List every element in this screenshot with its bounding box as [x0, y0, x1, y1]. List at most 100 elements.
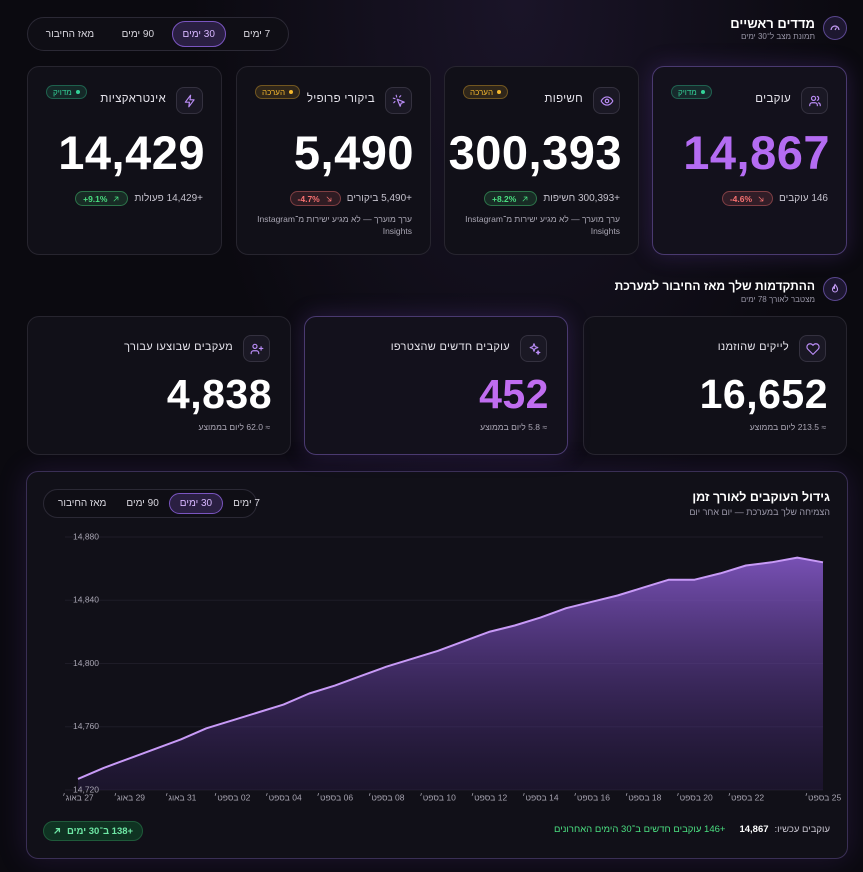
progress-title: ההתקדמות שלך מאז החיבור למערכת — [614, 279, 815, 293]
icon — [392, 94, 405, 107]
progress-value: 4,838 — [166, 371, 272, 417]
metric-label: עוקבים — [755, 93, 791, 105]
current-label: עוקבים עכשיו: — [774, 824, 830, 835]
chart-footer: עוקבים עכשיו: 14,867 +146 עוקבים חדשים ב… — [554, 824, 830, 835]
header-title: מדדים ראשיים — [730, 16, 815, 31]
x-tick-label: 22 בספט׳ — [728, 792, 765, 802]
icon — [808, 95, 821, 106]
tab[interactable]: 90 ימים — [126, 498, 159, 509]
tab[interactable]: 90 ימים — [121, 28, 155, 40]
icon — [600, 95, 613, 106]
status-dot — [75, 90, 80, 94]
header-icon — [823, 16, 847, 40]
x-tick-label: 14 בספט׳ — [522, 792, 559, 802]
footer-text: +14,429 פעולות — [134, 193, 203, 204]
metric-label: אינטראקציות — [100, 93, 166, 105]
x-tick-label: 08 בספט׳ — [368, 792, 405, 802]
status-dot — [289, 90, 294, 94]
progress-value: 452 — [479, 371, 549, 417]
x-tick-label: 31 באוג׳ — [165, 792, 197, 802]
status-dot — [497, 90, 502, 94]
icon — [184, 94, 195, 107]
metric-value: 14,867 — [683, 126, 830, 179]
y-tick-label: 14,800 — [73, 658, 99, 668]
change-badge: +9.1% — [75, 191, 129, 206]
progress-icon — [520, 335, 547, 362]
x-tick-label: 29 באוג׳ — [114, 792, 146, 802]
period-tabs: 7 ימים 30 ימים 90 ימים מאז החיבור — [27, 17, 289, 51]
tab[interactable]: מאז החיבור — [58, 498, 107, 509]
footer-text: +300,393 חשיפות — [543, 193, 620, 204]
tab[interactable]: 7 ימים — [233, 498, 260, 509]
status-badge: מדויק — [671, 85, 712, 99]
current-value: 14,867 — [739, 824, 769, 835]
tab[interactable]: 30 ימים — [171, 21, 226, 47]
status-text: הערכה — [470, 87, 494, 97]
metric-note: ערך מוערך — לא מגיע ישירות מ־Instagram I… — [465, 214, 620, 236]
metric-footer: +5,490 ביקורים -4.7% — [289, 191, 412, 206]
header-subtitle: תמונת מצב ל־30 ימים — [740, 32, 815, 41]
metric-label: ביקורי פרופיל — [306, 93, 375, 105]
area-line — [77, 556, 824, 780]
metric-card: אינטראקציות מדויק 14,429 +14,429 פעולות +9.1… — [27, 66, 222, 255]
chart-subtitle: הצמיחה שלך במערכת — יום אחר יום — [689, 507, 830, 517]
progress-label: לייקים שהוזמנו — [717, 341, 789, 353]
y-tick-label: 14,880 — [73, 531, 99, 541]
metric-value: 5,490 — [293, 126, 414, 179]
x-tick-label: 10 בספט׳ — [419, 792, 456, 802]
change-text: -4.6% — [729, 193, 753, 204]
metric-label: חשיפות — [544, 93, 583, 105]
tab[interactable]: 30 ימים — [168, 493, 224, 514]
progress-subtitle: מצטבר לאורך 78 ימים — [740, 295, 815, 304]
x-tick-label: 18 בספט׳ — [625, 792, 662, 802]
progress-icon — [243, 335, 270, 362]
chart-tabs: 7 ימים 30 ימים 90 ימים מאז החיבור — [43, 489, 260, 518]
metric-note: ערך מוערך — לא מגיע ישירות מ־Instagram I… — [257, 214, 412, 236]
metric-footer: +300,393 חשיפות +8.2% — [483, 191, 620, 206]
x-tick-label: 04 בספט׳ — [265, 792, 302, 802]
progress-average: ≈ 213.5 ליום בממוצע — [749, 422, 826, 432]
x-tick-label: 25 בספט׳ — [805, 792, 842, 802]
x-tick-label: 12 בספט׳ — [471, 792, 508, 802]
y-tick-label: 14,840 — [73, 595, 99, 605]
progress-average: ≈ 62.0 ליום בממוצע — [198, 422, 270, 432]
x-tick-label: 27 באוג׳ — [62, 792, 94, 802]
gain-text: +146 עוקבים חדשים ב־30 הימים האחרונים — [554, 824, 726, 835]
footer-text: 146 עוקבים — [779, 193, 828, 204]
x-tick-label: 06 בספט׳ — [317, 792, 354, 802]
y-tick-label: 14,760 — [73, 721, 99, 731]
metric-card: עוקבים מדויק 14,867 146 עוקבים -4.6% — [652, 66, 847, 255]
chart-title: גידול העוקבים לאורך זמן — [692, 490, 830, 504]
status-badge: הערכה — [255, 85, 301, 99]
tab[interactable]: 7 ימים — [243, 28, 271, 40]
progress-label: עוקבים חדשים שהצטרפו — [390, 341, 510, 353]
icon — [114, 196, 119, 201]
tab[interactable]: מאז החיבור — [45, 28, 95, 40]
status-text: מדויק — [678, 87, 697, 97]
change-badge: -4.7% — [289, 191, 341, 206]
status-badge: הערכה — [463, 85, 509, 99]
change-text: -4.7% — [297, 193, 320, 204]
status-text: הערכה — [262, 87, 286, 97]
metric-icon — [176, 87, 203, 114]
area-fill — [78, 557, 823, 790]
growth-badge: +138 ב־30 ימים — [43, 821, 144, 841]
change-badge: -4.6% — [721, 191, 774, 206]
metric-card: ביקורי פרופיל הערכה 5,490 +5,490 ביקורים -4.… — [236, 66, 431, 255]
progress-card: מעקבים שבוצעו עבורך 4,838 ≈ 62.0 ליום בממו… — [27, 316, 291, 455]
metric-value: 14,429 — [58, 126, 205, 179]
metric-icon — [801, 87, 828, 114]
icon — [522, 196, 528, 201]
metric-icon — [385, 87, 412, 114]
x-tick-label: 20 בספט׳ — [676, 792, 713, 802]
progress-value: 16,652 — [699, 371, 828, 417]
icon — [529, 342, 540, 355]
icon — [805, 342, 820, 355]
status-badge: מדויק — [46, 85, 87, 99]
progress-label: מעקבים שבוצעו עבורך — [124, 341, 233, 353]
x-tick-label: 16 בספט׳ — [574, 792, 611, 802]
progress-icon — [823, 277, 847, 301]
footer-text: +5,490 ביקורים — [346, 193, 412, 204]
